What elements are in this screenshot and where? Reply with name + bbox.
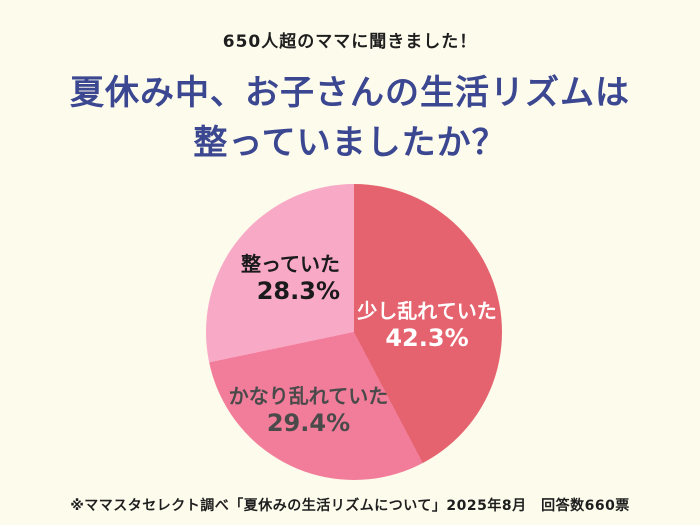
- title-line-1: 夏休み中、お子さんの生活リズムは: [70, 73, 630, 113]
- source-note: ※ママスタセレクト調べ「夏休みの生活リズムについて」2025年8月 回答数660…: [70, 498, 630, 514]
- slice-name: かなり乱れていた: [228, 384, 389, 408]
- slice-percentage: 42.3%: [385, 324, 469, 352]
- pie-chart: 少し乱れていた 42.3% かなり乱れていた 29.4% 整っていた 28.3%: [206, 184, 502, 480]
- survey-tagline: 650人超のママに聞きました！: [222, 32, 478, 52]
- slice-name: 整っていた: [241, 252, 340, 276]
- pie-circle: [206, 184, 502, 480]
- slice-label-slightly-disrupted: 少し乱れていた 42.3%: [352, 298, 502, 352]
- slice-percentage: 28.3%: [256, 277, 340, 305]
- slice-name: 少し乱れていた: [357, 299, 497, 323]
- page-title: 夏休み中、お子さんの生活リズムは 整っていましたか？: [0, 68, 700, 168]
- slice-label-quite-disrupted: かなり乱れていた 29.4%: [216, 383, 401, 437]
- slice-label-well-regulated: 整っていた 28.3%: [216, 251, 340, 305]
- title-line-2: 整っていましたか？: [193, 123, 507, 163]
- slice-percentage: 29.4%: [266, 409, 351, 437]
